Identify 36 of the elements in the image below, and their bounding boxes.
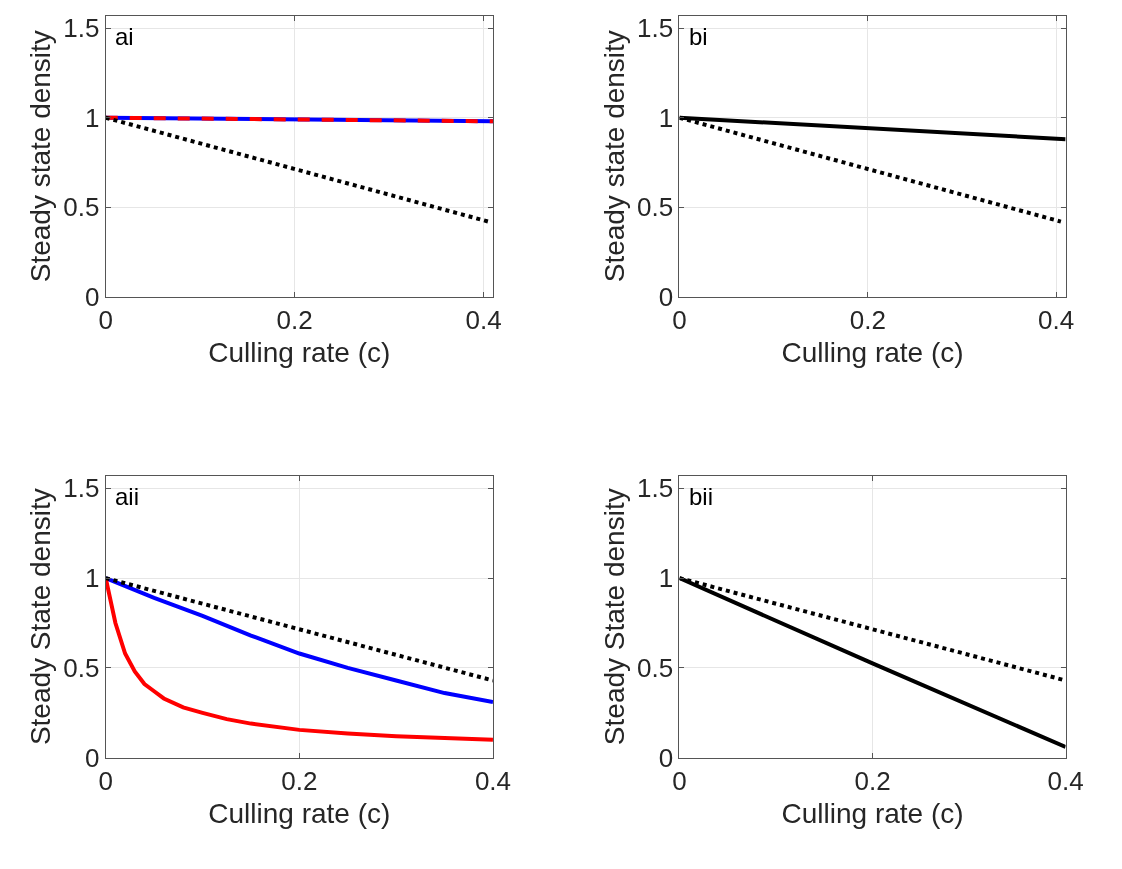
annotation: ai <box>115 23 134 50</box>
y-tick-label: 0 <box>85 281 100 312</box>
y-axis-title: Steady State density <box>25 488 57 746</box>
x-axis-title: Culling rate (c) <box>208 798 391 830</box>
y-axis-title: Steady State density <box>598 488 630 746</box>
x-tick-label: 0.2 <box>849 304 886 335</box>
x-axis-title: Culling rate (c) <box>781 337 964 369</box>
x-tick-label: 0.4 <box>465 304 502 335</box>
annotation: aii <box>115 483 140 510</box>
y-tick-label: 1 <box>85 102 100 133</box>
x-tick-label: 0.2 <box>854 765 891 796</box>
y-tick-label: 1.5 <box>63 13 100 44</box>
x-tick-label: 0.4 <box>1047 765 1084 796</box>
y-tick-label: 0.5 <box>637 192 674 223</box>
x-tick-label: 0.2 <box>281 765 318 796</box>
x-tick-label: 0.4 <box>1038 304 1075 335</box>
y-tick-label: 0.5 <box>63 653 100 684</box>
y-tick-label: 0.5 <box>63 192 100 223</box>
y-tick-label: 0 <box>85 742 100 773</box>
y-tick-label: 0.5 <box>637 653 674 684</box>
y-tick-label: 1.5 <box>637 473 674 504</box>
y-tick-label: 1.5 <box>637 13 674 44</box>
y-tick-label: 0 <box>658 742 674 773</box>
y-tick-label: 1 <box>85 563 100 594</box>
x-tick-label: 0.4 <box>474 765 512 796</box>
annotation: bii <box>689 483 714 510</box>
y-tick-label: 1 <box>658 563 674 594</box>
annotation: bi <box>689 23 708 50</box>
x-tick-label: 0.2 <box>276 304 313 335</box>
x-axis-title: Culling rate (c) <box>208 337 391 369</box>
y-tick-label: 1.5 <box>63 473 100 504</box>
y-axis-title: Steady state density <box>598 30 630 283</box>
y-axis-title: Steady state density <box>25 30 57 283</box>
y-tick-label: 1 <box>658 102 674 133</box>
y-tick-label: 0 <box>658 281 674 312</box>
x-axis-title: Culling rate (c) <box>781 798 964 830</box>
